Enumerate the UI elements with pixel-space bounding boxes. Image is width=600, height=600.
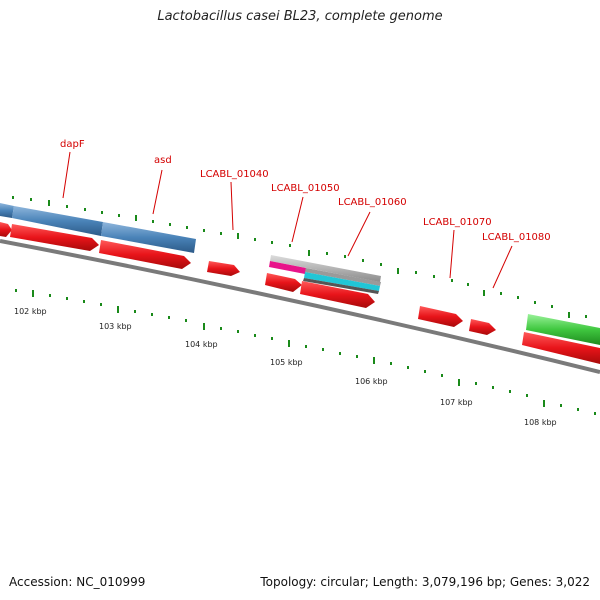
ruler-label-104kbp: 104 kbp <box>185 340 218 349</box>
outer-tick-row <box>12 196 587 318</box>
ruler-label-105kbp: 105 kbp <box>270 358 303 367</box>
feature-cyan <box>304 272 380 291</box>
gc-content-block <box>526 314 600 345</box>
feature-magenta <box>269 261 306 274</box>
cds-arrow <box>99 240 191 269</box>
ruler-label-107kbp: 107 kbp <box>440 398 473 407</box>
genome-backbone <box>0 239 600 374</box>
cds-arrow <box>469 319 496 335</box>
accession-text: Accession: NC_010999 <box>9 575 146 589</box>
cds-arrow <box>418 306 463 327</box>
cds-track <box>0 222 600 364</box>
gene-label-lcabl-01040: LCABL_01040 <box>200 169 269 180</box>
map-title: Lactobacillus casei BL23, complete genom… <box>157 9 443 24</box>
ruler-label-102kbp: 102 kbp <box>14 307 47 316</box>
inner-tick-row <box>15 289 596 415</box>
feature-gray <box>305 268 381 286</box>
feature-stack <box>269 255 381 294</box>
gene-label-lcabl-01080: LCABL_01080 <box>482 232 551 243</box>
gene-label-lcabl-01070: LCABL_01070 <box>423 217 492 228</box>
gene-label-dapf: dapF <box>60 139 85 150</box>
cds-arrow <box>300 281 375 308</box>
ruler-label-106kbp: 106 kbp <box>355 377 388 386</box>
ruler-label-103kbp: 103 kbp <box>99 322 132 331</box>
cds-arrow <box>0 222 12 237</box>
label-leaders <box>62 151 513 289</box>
cds-arrow <box>10 224 99 251</box>
gene-label-asd: asd <box>154 155 172 166</box>
ruler-label-108kbp: 108 kbp <box>524 418 557 427</box>
blast-hit <box>101 222 196 253</box>
gene-label-lcabl-01050: LCABL_01050 <box>271 183 340 194</box>
blast-hit-track <box>0 203 196 253</box>
feature-gray <box>303 278 379 294</box>
cds-arrow <box>522 332 600 364</box>
feature-gray <box>270 255 381 282</box>
cds-arrow <box>265 273 302 292</box>
blast-hit <box>0 203 14 218</box>
gene-label-lcabl-01060: LCABL_01060 <box>338 197 407 208</box>
topology-summary: Topology: circular; Length: 3,079,196 bp… <box>260 575 590 589</box>
blast-hit <box>12 206 103 236</box>
cds-arrow <box>207 261 240 276</box>
